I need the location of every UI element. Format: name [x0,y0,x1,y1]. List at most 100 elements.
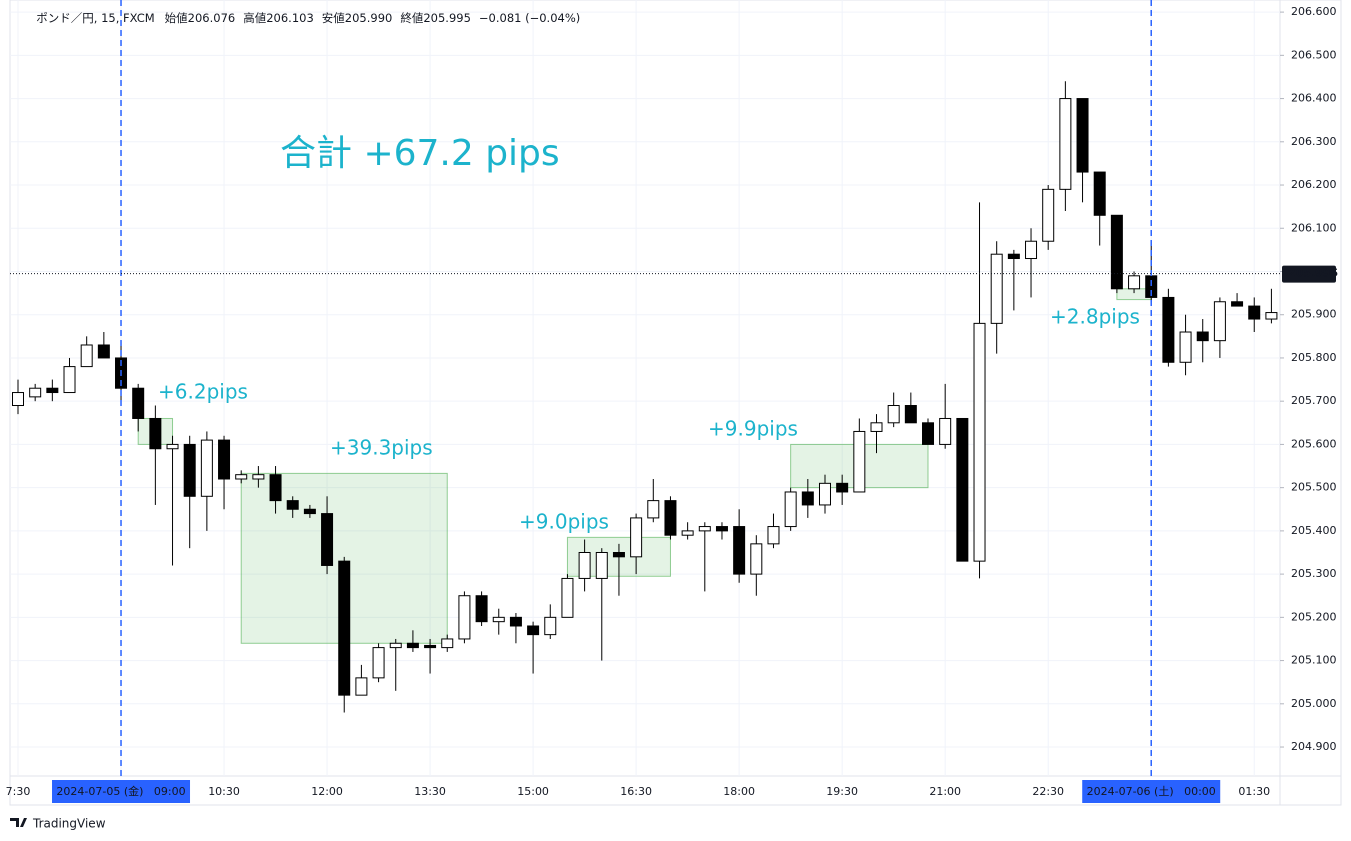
candle-body [372,647,385,679]
candle-body [733,526,746,575]
y-tick-label: 205.000 [1291,697,1337,710]
x-tick-label: 19:30 [826,785,858,798]
candle-body [286,500,299,510]
y-tick-label: 205.700 [1291,394,1337,407]
overlay: +6.2pips +39.3pips +9.0pips +9.9pips +2.8pip… [10,0,1280,776]
candle-body [218,439,231,480]
x-tick-label: 15:00 [517,785,549,798]
x-tick-label: 13:30 [414,785,446,798]
candle-body [29,387,42,398]
y-tick-label: 205.500 [1291,481,1337,494]
x-tick-label: 18:00 [723,785,755,798]
candle-body [561,577,574,618]
candle-body [1179,331,1192,363]
candle-body [527,625,540,636]
last-price-tag [1282,265,1336,283]
candle-body [1248,305,1261,320]
header-item: 終値205.995 [400,11,471,25]
last-price-label: 205.995 [1288,267,1338,280]
header-item: 高値206.103 [243,11,314,25]
x-tick-label: 12:00 [311,785,343,798]
y-tick-label: 205.400 [1291,524,1337,537]
time-highlight [1082,780,1221,803]
y-tick-label: 205.100 [1291,654,1337,667]
candle-body [252,474,265,480]
candle-body [595,551,608,579]
header-item: ポンド／円, 15, FXCM [36,11,154,25]
candle-body [784,491,797,528]
candle-body [97,344,110,359]
chart-frame [9,0,1342,806]
candle-body [922,422,935,445]
brand: TradingView [32,817,106,831]
x-tick-label: 16:30 [620,785,652,798]
candle-body [406,642,419,649]
y-tick-label: 206.200 [1291,178,1337,191]
candle-body [149,417,162,450]
chart-title: 合計 +67.2 pips [280,133,560,174]
trade-label: +2.8pips [1050,305,1140,329]
x-tick-label: 2024-07-06 (土) 00:00 [1087,785,1216,798]
marks [12,81,1278,713]
candle-body [441,638,454,649]
x-tick-label: 2024-07-05 (金) 09:00 [56,784,185,798]
candle-body [1110,214,1123,290]
candle-body [475,595,488,623]
candle-body [818,482,831,506]
header-item: 始値206.076 [165,11,236,25]
candle-body [750,543,763,575]
candle-body [355,677,368,696]
y-tick-label: 206.100 [1291,221,1337,234]
x-tick-label: 7:30 [6,785,31,798]
trade-label: +39.3pips [330,436,433,460]
header-item: 安値205.990 [322,11,393,25]
y-tick-label: 205.900 [1291,308,1337,321]
candle-body [1231,301,1244,307]
candle-body [1162,296,1175,363]
candle-body [836,482,849,493]
candle-body [887,405,900,424]
candle-body [647,500,660,519]
candle-body [183,443,196,497]
candle-body [612,551,625,558]
y-tick-label: 205.200 [1291,610,1337,623]
candle-body [698,526,711,532]
candle-body [80,344,93,368]
trade-label: +6.2pips [158,380,248,404]
candle-body [990,253,1003,324]
header: ポンド／円, 15, FXCM 始値206.076 高値206.103 安値205.9… [18,11,591,25]
candle-body [1059,98,1072,190]
y-tick-label: 206.500 [1291,48,1337,61]
candle-body [904,405,917,424]
candle-body [681,530,694,536]
candle-body [235,474,248,480]
candle-body [166,443,179,450]
x-tick-label: 21:00 [929,785,961,798]
candle-body [1076,98,1089,173]
candle-body [338,560,351,696]
candle-body [973,322,986,562]
candle-body [1007,253,1020,260]
y-tick-label: 205.300 [1291,567,1337,580]
candle-body [1196,331,1209,342]
candle-body [630,517,643,558]
candle-body [389,642,402,649]
candle-body [544,616,557,636]
candle-body [1025,240,1038,260]
y-tick-label: 205.600 [1291,437,1337,450]
candle-body [63,366,76,394]
logo-shape [10,818,27,827]
candle-body [1093,171,1106,216]
candle-body [801,491,814,506]
brand-logo [10,818,27,827]
x-tick-label: 22:30 [1032,785,1064,798]
candle-body [269,474,282,502]
trade-label: +9.9pips [708,417,798,441]
candle-body [132,387,145,419]
candle-body [492,616,505,623]
candle-body [303,508,316,515]
time-highlight [52,780,191,803]
candle-body [424,644,437,649]
candle-body [509,616,522,627]
